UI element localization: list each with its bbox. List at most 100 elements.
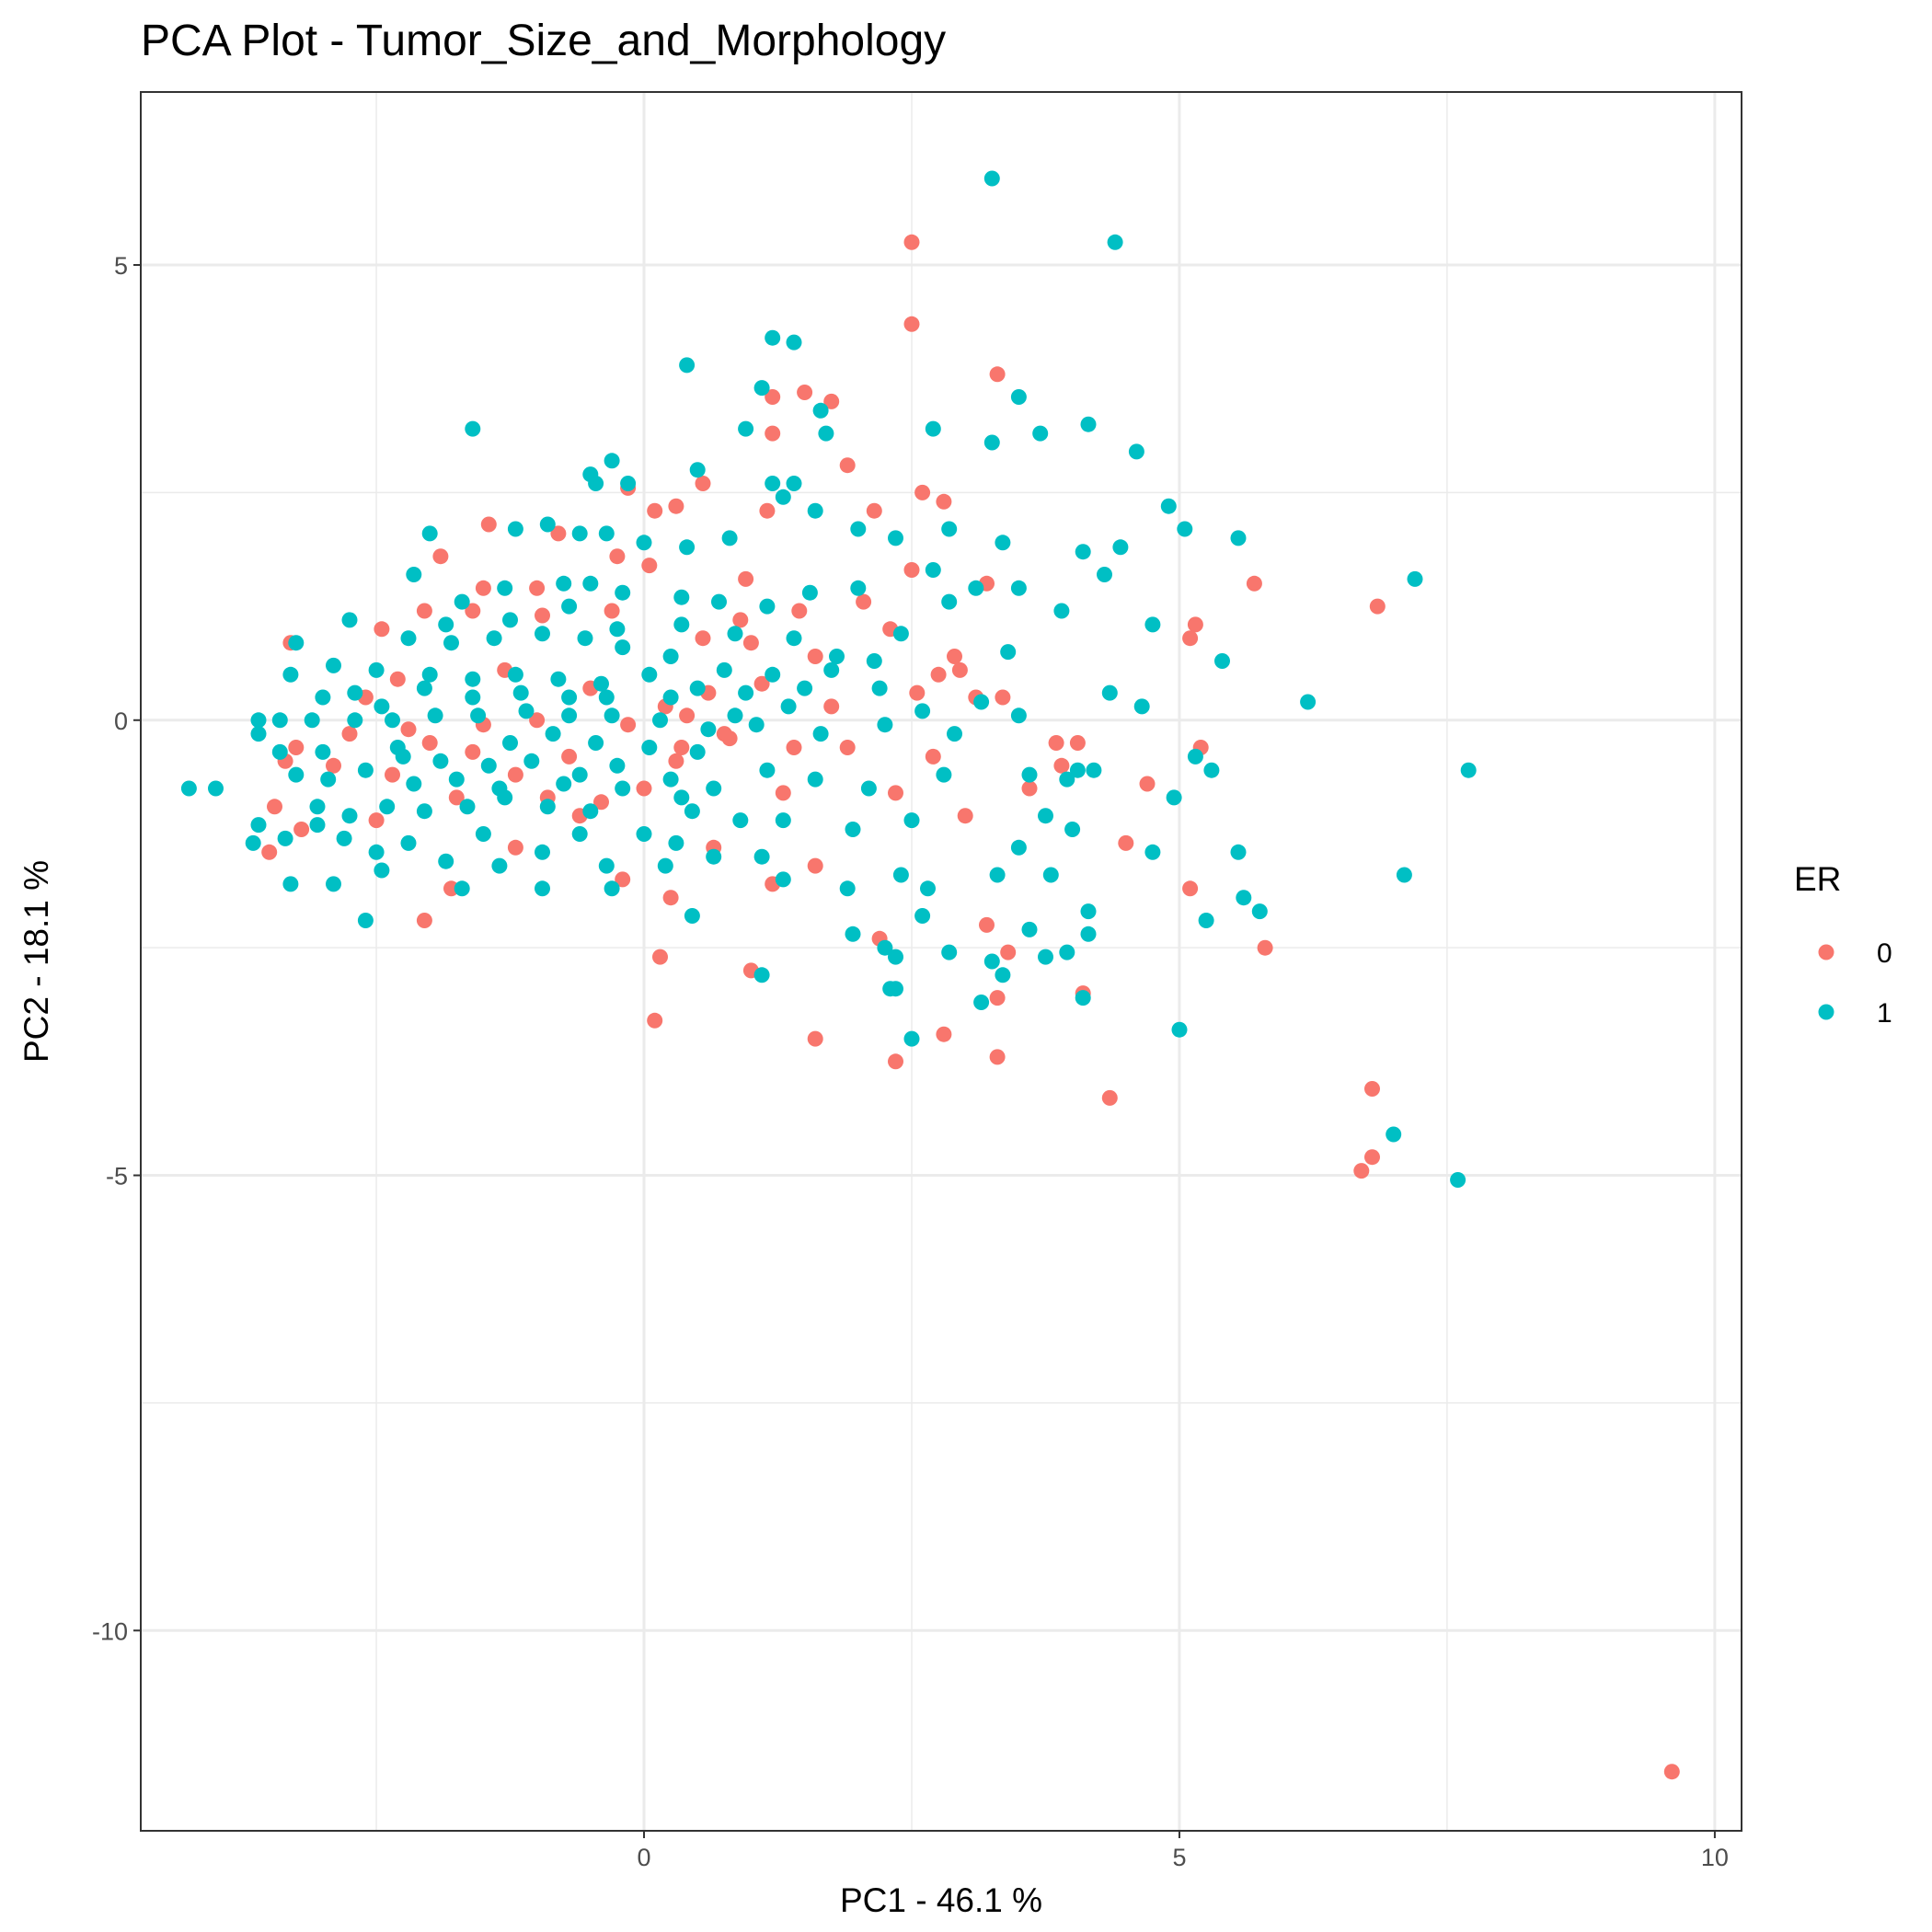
point-er-0 [668,753,684,769]
point-er-1 [470,707,487,724]
point-er-1 [465,420,481,437]
point-er-1 [598,689,615,706]
point-er-0 [679,707,696,724]
point-er-1 [673,589,690,605]
point-er-0 [615,871,631,888]
point-er-1 [759,762,776,778]
point-er-0 [1021,780,1038,797]
point-er-0 [641,558,658,574]
point-er-1 [374,698,390,715]
point-er-0 [421,735,438,751]
point-er-0 [561,748,578,765]
point-er-1 [845,926,861,942]
point-er-1 [535,844,550,860]
point-er-1 [571,766,588,783]
point-er-0 [903,562,920,578]
point-er-0 [909,684,926,701]
point-er-0 [432,548,449,565]
point-er-0 [695,476,711,491]
point-er-1 [1086,762,1102,778]
point-er-1 [535,626,550,642]
point-er-1 [888,981,903,997]
point-er-1 [673,789,690,806]
point-er-0 [465,603,481,619]
point-er-0 [903,316,920,332]
point-er-1 [271,743,288,760]
point-er-0 [668,498,684,514]
point-er-1 [480,757,497,774]
x-axis-ticks: 0 5 10 [638,1831,1729,1871]
point-er-1 [347,712,363,729]
point-er-0 [475,580,491,596]
point-er-1 [1144,616,1161,633]
point-er-1 [535,880,550,897]
point-er-0 [979,916,995,933]
point-er-1 [443,635,459,651]
point-er-1 [539,516,556,533]
point-er-1 [271,712,288,729]
point-er-0 [1663,1764,1680,1780]
point-er-1 [336,830,352,846]
point-er-0 [609,548,626,565]
point-er-0 [662,890,679,906]
point-er-0 [647,502,663,519]
point-er-0 [742,635,759,651]
point-er-1 [571,826,588,842]
point-er-0 [1246,575,1262,592]
point-er-0 [775,785,791,801]
point-er-1 [684,908,700,924]
point-er-1 [180,780,197,797]
point-er-1 [400,630,417,647]
point-er-1 [995,535,1011,551]
point-er-1 [850,521,867,537]
point-er-1 [550,671,567,687]
point-er-0 [753,675,770,692]
y-tick-label: -5 [106,1163,128,1190]
point-er-1 [786,334,802,351]
point-er-1 [288,766,305,783]
point-er-0 [593,794,609,811]
point-er-1 [309,799,326,815]
point-er-0 [957,808,973,824]
point-er-1 [545,726,561,742]
point-er-1 [315,689,331,706]
point-er-1 [1198,913,1214,928]
point-er-1 [604,707,620,724]
point-er-1 [620,476,637,491]
point-er-1 [871,680,888,696]
point-er-1 [432,753,449,769]
point-er-0 [903,234,920,250]
y-axis-title: PC2 - 18.1 % [17,860,55,1063]
point-er-1 [1160,498,1177,514]
point-er-1 [1010,839,1027,856]
point-er-1 [465,689,481,706]
point-er-0 [936,493,952,510]
point-er-0 [807,649,823,664]
point-er-1 [389,740,406,755]
point-er-0 [807,857,823,874]
point-er-0 [866,502,882,519]
point-er-1 [577,630,593,647]
point-er-0 [1048,735,1064,751]
point-er-1 [582,803,599,820]
point-er-0 [416,913,432,928]
point-er-1 [738,420,754,437]
point-er-0 [989,366,1006,383]
point-er-1 [326,657,341,673]
point-er-1 [706,780,722,797]
point-er-1 [615,584,631,601]
point-er-1 [812,402,829,419]
point-er-0 [797,385,813,400]
point-er-1 [860,780,877,797]
point-er-0 [480,516,497,533]
point-er-1 [775,489,791,505]
point-er-0 [1000,944,1017,960]
point-er-1 [989,867,1006,883]
point-er-1 [497,580,513,596]
point-er-1 [556,575,572,592]
point-er-0 [925,748,941,765]
point-er-1 [641,666,658,683]
point-er-1 [288,635,305,651]
point-er-0 [652,949,668,965]
